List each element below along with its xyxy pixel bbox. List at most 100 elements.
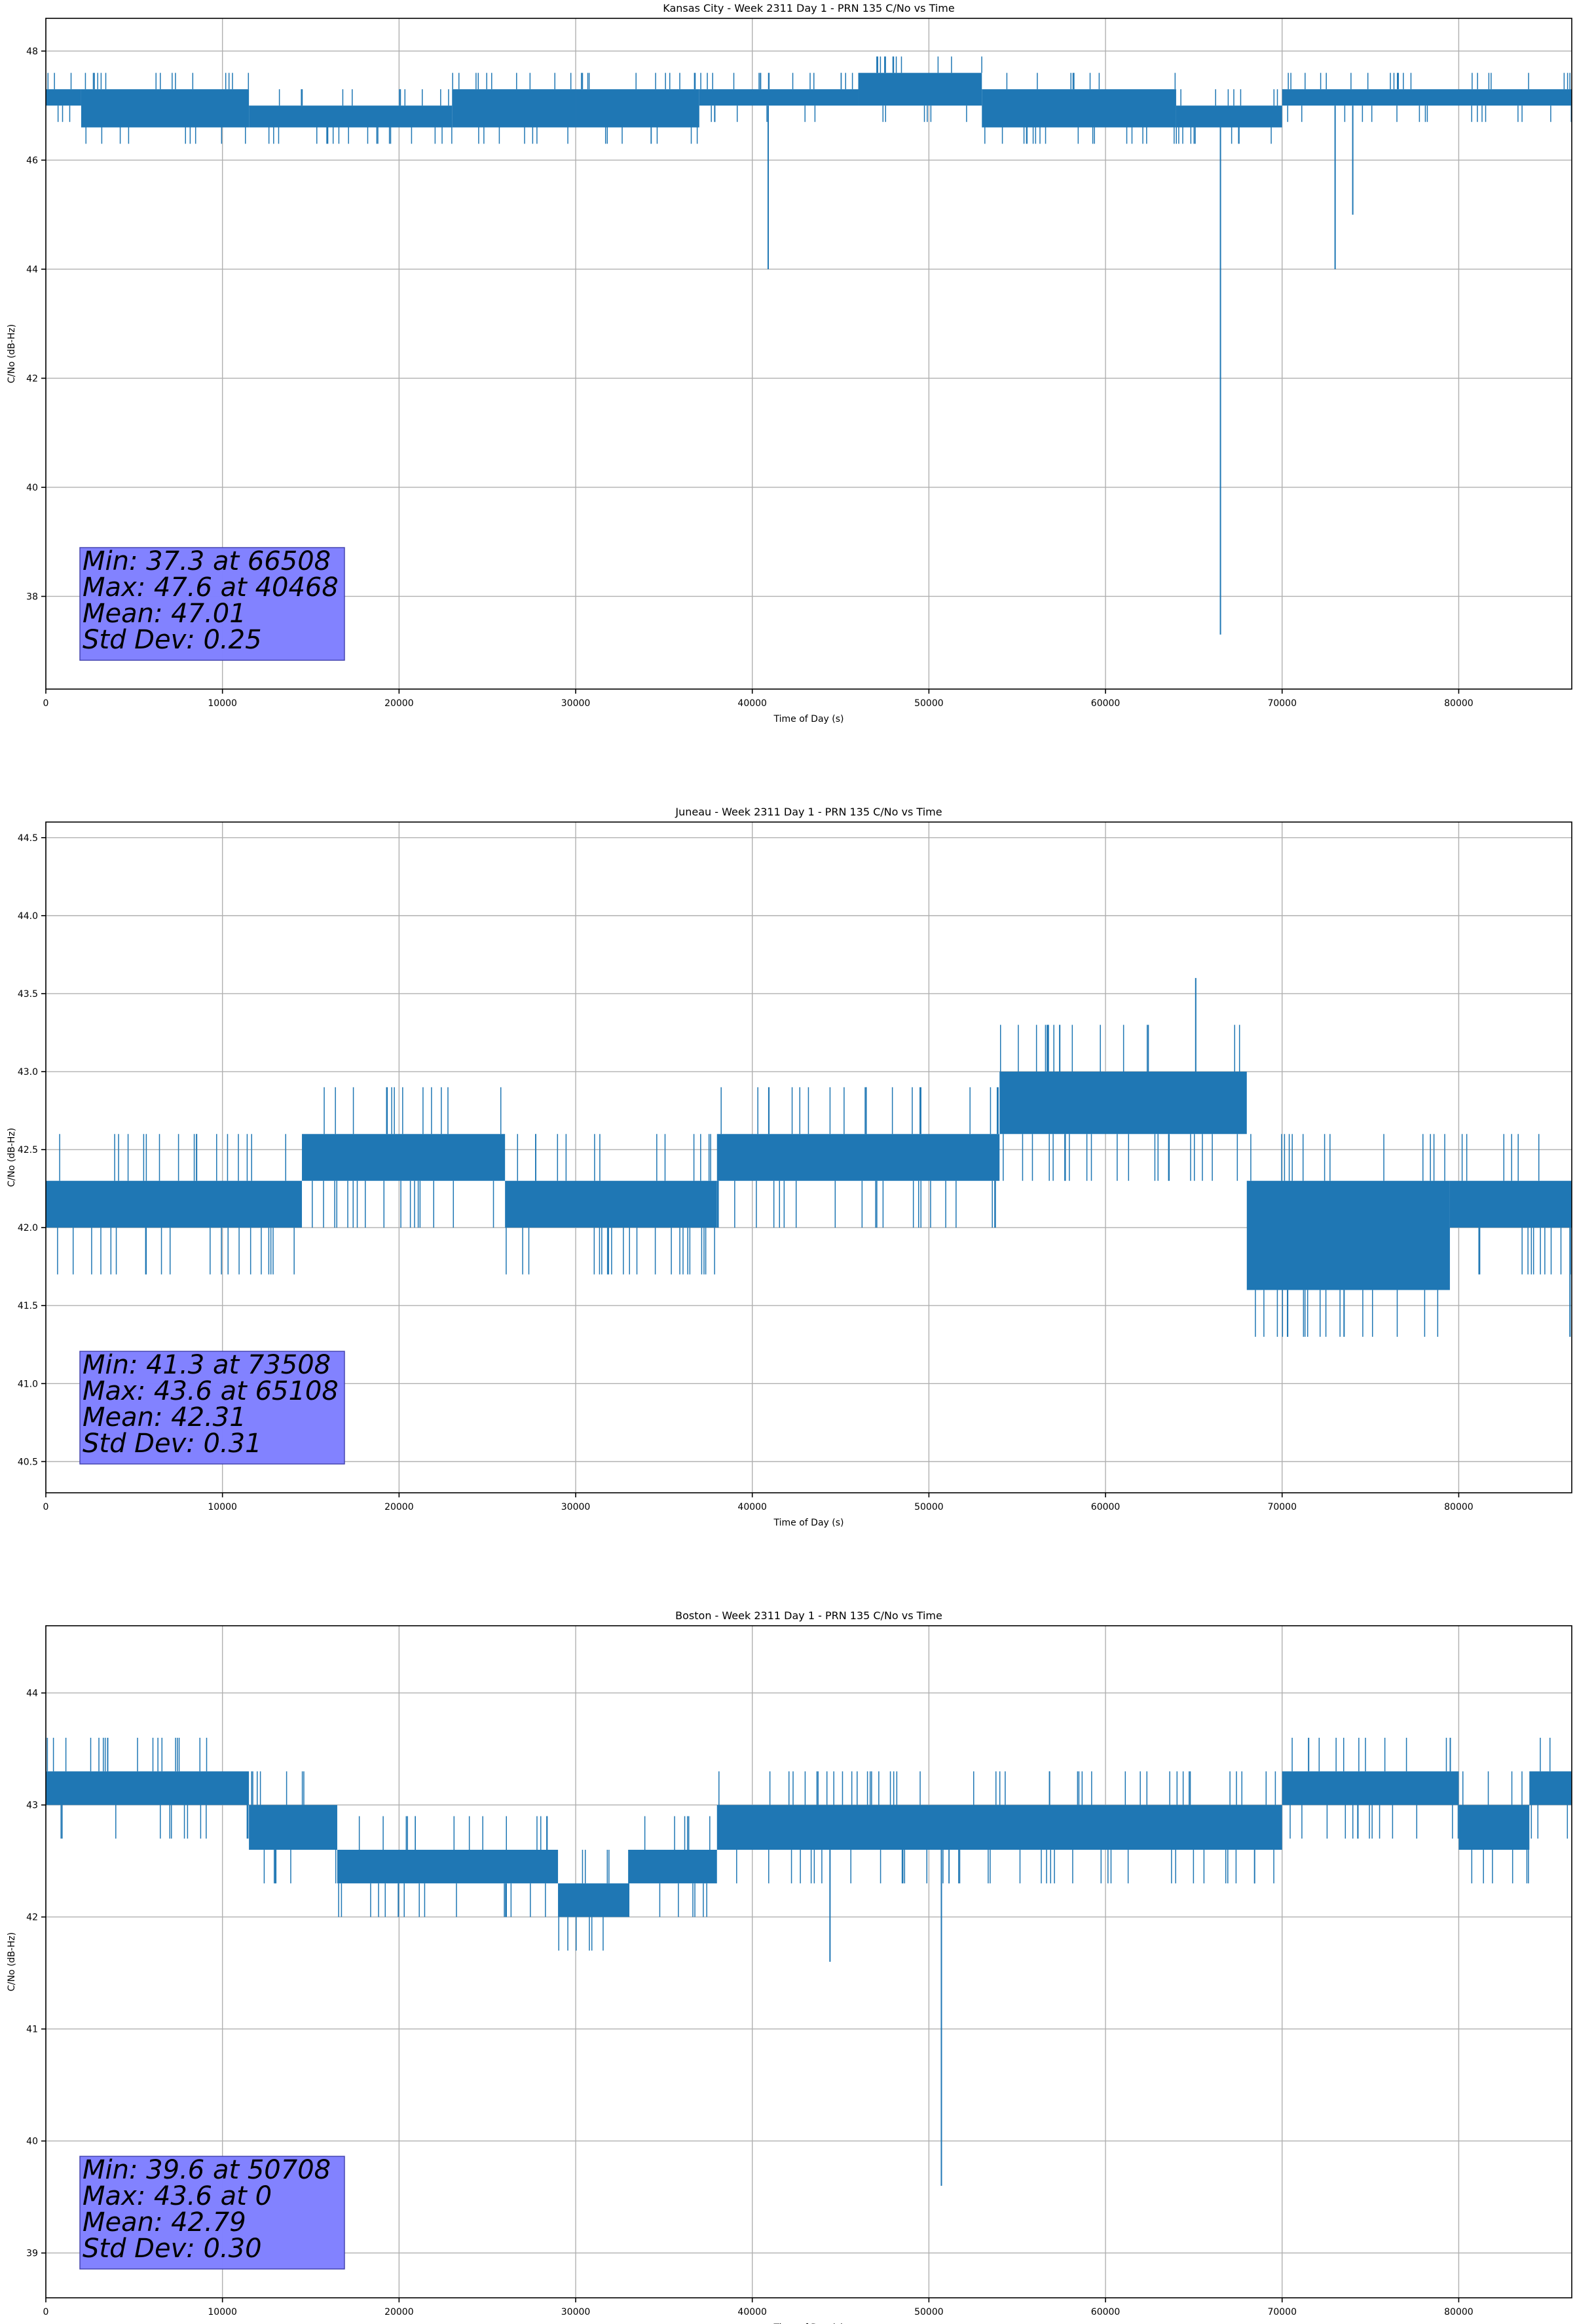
chart-title: Kansas City - Week 2311 Day 1 - PRN 135 … <box>663 2 954 14</box>
series-band <box>337 1850 559 1884</box>
y-tick-label: 44 <box>26 265 38 275</box>
y-axis-label: C/No (dB-Hz) <box>7 1932 17 1991</box>
x-tick-label: 20000 <box>384 2307 414 2317</box>
x-tick-label: 10000 <box>208 1502 237 1512</box>
series-band <box>999 1072 1247 1134</box>
y-tick-label: 44.0 <box>18 911 38 922</box>
series-band <box>249 105 453 128</box>
x-tick-label: 0 <box>43 1502 49 1512</box>
series-band <box>1176 105 1282 128</box>
charts-root: Kansas City - Week 2311 Day 1 - PRN 135 … <box>7 2 1572 2324</box>
series-band <box>1246 1180 1450 1290</box>
series-band <box>982 89 1176 128</box>
series-band <box>46 1180 303 1228</box>
x-tick-label: 30000 <box>561 698 591 709</box>
y-tick-label: 41.5 <box>18 1301 38 1311</box>
x-tick-label: 40000 <box>737 698 767 709</box>
series-trace <box>46 56 1572 635</box>
y-tick-label: 43 <box>26 1801 38 1811</box>
x-tick-label: 0 <box>43 2307 49 2317</box>
plot-frame <box>45 18 1572 690</box>
series-band <box>716 1805 1282 1850</box>
y-tick-label: 41.0 <box>18 1379 38 1389</box>
x-tick-label: 80000 <box>1444 698 1474 709</box>
y-axis-label: C/No (dB-Hz) <box>7 1128 17 1187</box>
series-band <box>249 1805 337 1850</box>
x-tick-label: 70000 <box>1267 1502 1297 1512</box>
y-tick-label: 40.5 <box>18 1457 38 1467</box>
series-band <box>628 1850 717 1884</box>
stats-line: Min: 37.3 at 66508 <box>83 546 331 576</box>
series-band <box>1458 1805 1530 1850</box>
x-tick-label: 40000 <box>737 2307 767 2317</box>
stats-box <box>79 547 345 661</box>
stats-line: Max: 43.6 at 65108 <box>83 1376 339 1406</box>
y-tick-label: 46 <box>26 155 38 166</box>
y-tick-label: 42 <box>26 373 38 384</box>
series-band <box>81 89 250 128</box>
series-band <box>858 73 982 106</box>
x-tick-label: 60000 <box>1091 698 1121 709</box>
stats-box <box>79 1351 345 1465</box>
y-tick-label: 44 <box>26 1689 38 1699</box>
y-tick-label: 41 <box>26 2025 38 2035</box>
x-tick-label: 50000 <box>914 698 944 709</box>
series-band <box>302 1134 506 1181</box>
y-tick-label: 43.5 <box>18 989 38 1000</box>
series-band <box>505 1180 717 1228</box>
series-band <box>1282 89 1572 106</box>
x-tick-label: 60000 <box>1091 2307 1121 2317</box>
stats-line: Std Dev: 0.31 <box>83 1429 262 1459</box>
stats-line: Mean: 42.31 <box>83 1402 246 1433</box>
x-tick-label: 70000 <box>1267 698 1297 709</box>
series-band <box>1282 1771 1459 1805</box>
stats-box <box>79 2156 345 2270</box>
y-tick-label: 38 <box>26 591 38 602</box>
y-tick-label: 40 <box>26 483 38 493</box>
x-tick-label: 30000 <box>561 1502 591 1512</box>
y-tick-label: 43.0 <box>18 1067 38 1078</box>
x-tick-label: 10000 <box>208 2307 237 2317</box>
chart-2: Juneau - Week 2311 Day 1 - PRN 135 C/No … <box>7 806 1572 1528</box>
series-band <box>1529 1771 1572 1805</box>
y-tick-label: 42.0 <box>18 1223 38 1233</box>
x-tick-label: 30000 <box>561 2307 591 2317</box>
series-band <box>558 1883 629 1917</box>
series-trace <box>46 978 1572 1337</box>
stats-line: Std Dev: 0.25 <box>83 625 262 655</box>
series-band <box>46 1771 250 1805</box>
y-tick-label: 40 <box>26 2137 38 2147</box>
stats-line: Mean: 47.01 <box>83 599 246 629</box>
series-band <box>699 89 859 106</box>
series-band <box>1449 1180 1572 1228</box>
y-tick-label: 42.5 <box>18 1145 38 1155</box>
series-trace <box>46 1738 1572 2186</box>
x-tick-label: 60000 <box>1091 1502 1121 1512</box>
x-axis-label: Time of Day (s) <box>773 714 844 724</box>
x-tick-label: 80000 <box>1444 1502 1474 1512</box>
y-tick-label: 44.5 <box>18 833 38 844</box>
series-band <box>452 89 576 128</box>
stats-line: Min: 39.6 at 50708 <box>83 2155 331 2185</box>
stats-line: Max: 47.6 at 40468 <box>83 572 339 603</box>
stats-line: Max: 43.6 at 0 <box>83 2181 272 2211</box>
series-band <box>46 89 81 106</box>
x-tick-label: 0 <box>43 698 49 709</box>
plot-frame <box>45 1625 1572 2298</box>
chart-title: Boston - Week 2311 Day 1 - PRN 135 C/No … <box>675 1609 942 1622</box>
x-tick-label: 50000 <box>914 1502 944 1512</box>
y-tick-label: 42 <box>26 1913 38 1923</box>
stats-line: Std Dev: 0.30 <box>83 2234 262 2264</box>
stats-line: Mean: 42.79 <box>83 2207 246 2238</box>
x-tick-label: 70000 <box>1267 2307 1297 2317</box>
x-tick-label: 10000 <box>208 698 237 709</box>
x-tick-label: 80000 <box>1444 2307 1474 2317</box>
x-tick-label: 40000 <box>737 1502 767 1512</box>
plot-frame <box>45 821 1572 1493</box>
chart-title: Juneau - Week 2311 Day 1 - PRN 135 C/No … <box>675 806 942 818</box>
x-tick-label: 50000 <box>914 2307 944 2317</box>
y-tick-label: 39 <box>26 2249 38 2259</box>
chart-3: Boston - Week 2311 Day 1 - PRN 135 C/No … <box>7 1609 1572 2324</box>
x-tick-label: 20000 <box>384 1502 414 1512</box>
